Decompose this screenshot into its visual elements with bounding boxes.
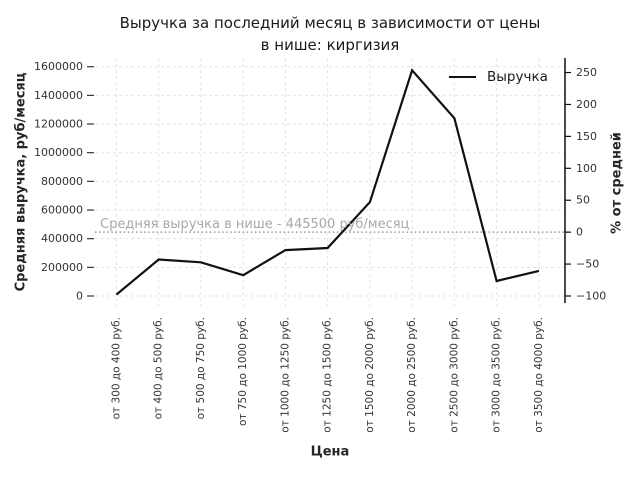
right-axis-tick-label: 100 <box>576 162 597 175</box>
y-axis-label-right: % от средней <box>609 132 625 234</box>
left-axis-tick-label: 600000 <box>41 204 83 217</box>
left-axis-tick-label: 1400000 <box>34 89 83 102</box>
left-axis-tick-label: 400000 <box>41 232 83 245</box>
chart-title-line-2: в нише: киргизия <box>260 36 400 54</box>
right-axis-tick-label: 200 <box>576 98 597 111</box>
x-axis-tick-label: от 1500 до 2000 руб. <box>364 317 376 433</box>
left-axis-tick-label: 1200000 <box>34 118 83 131</box>
right-axis-tick-label: −50 <box>576 258 599 271</box>
x-axis-tick-label: от 750 до 1000 руб. <box>237 317 249 426</box>
left-axis-tick-label: 1600000 <box>34 60 83 73</box>
chart-title: Выручка за последний месяц в зависимости… <box>20 12 640 56</box>
x-axis-label: Цена <box>310 444 350 460</box>
x-axis-tick-label: от 400 до 500 руб. <box>153 317 165 419</box>
x-axis-tick-label: от 2500 до 3000 руб. <box>448 317 460 433</box>
x-axis-tick-label: от 1250 до 1500 руб. <box>322 317 334 433</box>
x-axis-tick-label: от 300 до 400 руб. <box>110 317 122 419</box>
right-axis-tick-label: −100 <box>576 290 606 303</box>
x-axis-tick-label: от 3000 до 3500 руб. <box>491 317 503 433</box>
average-revenue-annotation: Средняя выручка в нише - 445500 руб/меся… <box>100 217 410 232</box>
y-axis-label-left: Средняя выручка, руб/месяц <box>13 72 29 292</box>
x-axis-tick-label: от 1000 до 1250 руб. <box>279 317 291 433</box>
chart-title-line-1: Выручка за последний месяц в зависимости… <box>119 14 541 32</box>
x-axis-tick-label: от 3500 до 4000 руб. <box>533 317 545 433</box>
left-axis-tick-label: 1000000 <box>34 146 83 159</box>
left-axis-tick-label: 0 <box>76 290 83 303</box>
left-axis-tick-label: 200000 <box>41 261 83 274</box>
legend-line-sample-icon <box>449 76 476 78</box>
right-axis-tick-label: 250 <box>576 66 597 79</box>
legend: Выручка <box>449 69 548 85</box>
right-axis-tick-label: 50 <box>576 194 590 207</box>
revenue-line <box>115 68 540 296</box>
x-axis-tick-label: от 500 до 750 руб. <box>195 317 207 419</box>
right-axis-tick-label: 150 <box>576 130 597 143</box>
legend-entry-revenue: Выручка <box>487 69 548 85</box>
left-axis-tick-label: 800000 <box>41 175 83 188</box>
right-axis-tick-label: 0 <box>576 226 583 239</box>
x-axis-tick-label: от 2000 до 2500 руб. <box>406 317 418 433</box>
